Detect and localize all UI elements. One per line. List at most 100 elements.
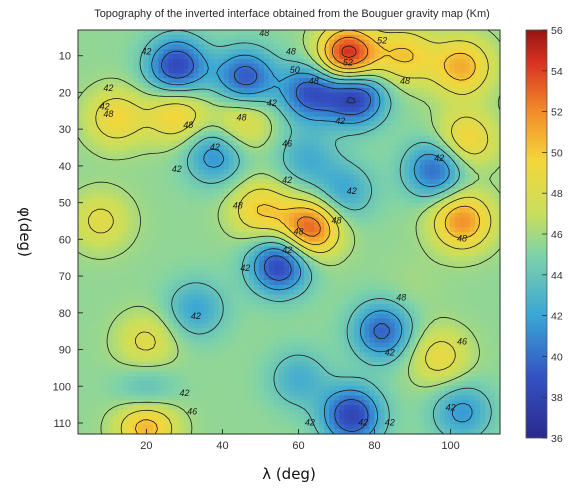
heatmap-cell — [118, 241, 124, 248]
heatmap-cell — [429, 260, 436, 267]
heatmap-cell — [299, 270, 305, 276]
heatmap-cell — [419, 106, 426, 113]
heatmap-cell — [449, 164, 456, 171]
heatmap-cell — [314, 78, 320, 84]
heatmap-cell — [334, 44, 340, 50]
heatmap-cell — [133, 280, 139, 286]
heatmap-cell — [394, 275, 401, 281]
heatmap-cell — [138, 299, 144, 305]
heatmap-cell — [379, 227, 386, 233]
heatmap-cell — [444, 169, 451, 175]
heatmap-cell — [314, 82, 320, 89]
heatmap-cell — [389, 78, 396, 84]
heatmap-cell — [153, 299, 159, 305]
heatmap-cell — [133, 265, 139, 272]
heatmap-cell — [193, 299, 200, 305]
heatmap-cell — [93, 106, 99, 113]
heatmap-cell — [309, 131, 315, 137]
heatmap-cell — [183, 39, 190, 46]
heatmap-cell — [128, 34, 134, 41]
heatmap-cell — [138, 232, 144, 238]
heatmap-cell — [203, 289, 210, 296]
heatmap-cell — [173, 280, 180, 286]
heatmap-cell — [309, 236, 315, 243]
heatmap-cell — [299, 73, 305, 79]
heatmap-cell — [88, 227, 94, 233]
heatmap-cell — [273, 203, 280, 209]
heatmap-cell — [268, 227, 275, 233]
heatmap-cell — [98, 97, 104, 103]
heatmap-cell — [454, 82, 461, 89]
heatmap-cell — [93, 169, 99, 175]
heatmap-cell — [123, 63, 129, 70]
heatmap-cell — [183, 270, 190, 276]
heatmap-cell — [233, 198, 240, 204]
heatmap-cell — [354, 164, 360, 171]
heatmap-cell — [193, 102, 200, 108]
heatmap-cell — [479, 34, 486, 41]
heatmap-cell — [278, 78, 285, 84]
heatmap-cell — [173, 265, 180, 272]
heatmap-cell — [238, 87, 245, 94]
heatmap-cell — [248, 280, 255, 286]
heatmap-cell — [399, 203, 406, 209]
heatmap-cell — [218, 116, 225, 122]
heatmap-cell — [118, 260, 124, 267]
heatmap-cell — [384, 294, 391, 300]
heatmap-cell — [439, 304, 446, 310]
heatmap-cell — [273, 87, 280, 94]
heatmap-cell — [203, 106, 210, 113]
heatmap-cell — [78, 49, 84, 55]
heatmap-cell — [494, 30, 501, 36]
heatmap-cell — [414, 299, 421, 305]
heatmap-cell — [98, 73, 104, 79]
heatmap-cell — [208, 102, 215, 108]
heatmap-cell — [148, 131, 154, 137]
heatmap-cell — [329, 280, 335, 286]
heatmap-cell — [173, 227, 180, 233]
heatmap-cell — [394, 299, 401, 305]
heatmap-cell — [294, 34, 300, 41]
heatmap-cell — [484, 188, 491, 195]
heatmap-cell — [233, 39, 240, 46]
heatmap-cell — [394, 183, 401, 190]
heatmap-cell — [309, 299, 315, 305]
heatmap-cell — [168, 58, 175, 65]
heatmap-cell — [263, 304, 270, 310]
heatmap-cell — [133, 246, 139, 252]
heatmap-cell — [168, 135, 175, 142]
heatmap-cell — [409, 241, 416, 248]
heatmap-cell — [349, 140, 355, 147]
heatmap-cell — [218, 246, 225, 252]
heatmap-cell — [143, 275, 149, 281]
heatmap-cell — [349, 102, 355, 108]
heatmap-cell — [329, 289, 335, 296]
heatmap-cell — [138, 140, 144, 147]
heatmap-cell — [439, 135, 446, 142]
heatmap-cell — [494, 203, 501, 209]
heatmap-cell — [263, 97, 270, 103]
heatmap-cell — [253, 155, 260, 161]
heatmap-cell — [263, 275, 270, 281]
heatmap-cell — [379, 260, 386, 267]
heatmap-cell — [484, 73, 491, 79]
heatmap-cell — [113, 58, 119, 65]
heatmap-cell — [98, 270, 104, 276]
heatmap-cell — [449, 217, 456, 223]
heatmap-cell — [449, 135, 456, 142]
heatmap-cell — [213, 159, 220, 166]
heatmap-cell — [178, 203, 185, 209]
heatmap-cell — [479, 294, 486, 300]
heatmap-cell — [218, 265, 225, 272]
heatmap-cell — [294, 54, 300, 60]
heatmap-cell — [263, 150, 270, 156]
heatmap-cell — [113, 217, 119, 223]
heatmap-cell — [138, 82, 144, 89]
heatmap-cell — [83, 241, 89, 248]
heatmap-cell — [118, 294, 124, 300]
heatmap-cell — [108, 169, 114, 175]
heatmap-cell — [228, 294, 235, 300]
heatmap-cell — [158, 284, 164, 291]
heatmap-cell — [404, 241, 411, 248]
heatmap-cell — [233, 222, 240, 228]
